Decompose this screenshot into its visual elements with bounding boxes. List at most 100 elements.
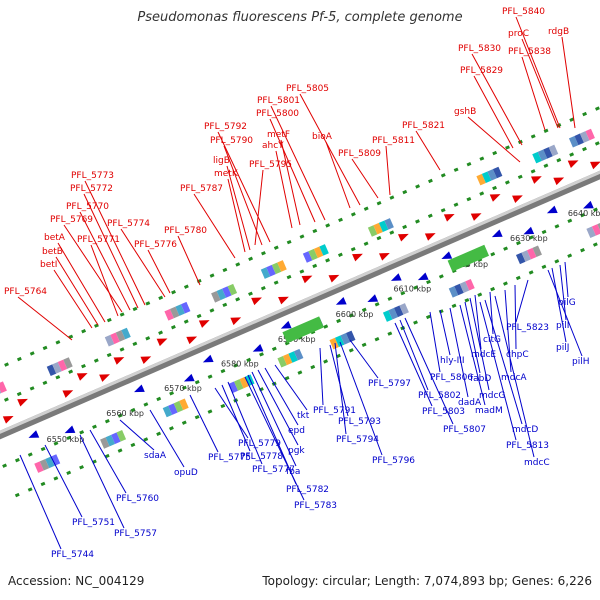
tick-dot <box>580 247 585 253</box>
tick-dot <box>415 184 421 189</box>
label-leader <box>559 264 567 321</box>
feature-block <box>591 224 600 236</box>
tick-dot <box>466 162 472 167</box>
label-leader <box>394 322 433 407</box>
backbone-highlight <box>0 170 600 434</box>
label-leader <box>44 444 83 518</box>
tick-dot <box>312 263 318 269</box>
tick-dot <box>466 196 472 202</box>
label-leader <box>84 180 146 306</box>
gene-label: PFL_5829 <box>460 66 503 76</box>
gene-label: PFL_5801 <box>257 96 300 106</box>
gene-label: madM <box>475 406 503 416</box>
gene-label: PFL_5770 <box>66 202 109 212</box>
genome-track: 6550 kbp 6560 kbp 6570 kbp 6580 kbp 6590 kbp… <box>0 7 600 560</box>
tick-dot <box>361 342 367 347</box>
tick-dot <box>183 284 189 289</box>
label-leader <box>89 429 127 494</box>
tick-dot <box>53 441 59 446</box>
feature-block <box>277 355 287 368</box>
tick-dot <box>40 481 46 487</box>
tick-dot <box>554 224 560 229</box>
feature-block <box>104 334 115 347</box>
tick-dot <box>119 347 125 352</box>
feature-block <box>313 246 324 259</box>
label-leader <box>254 169 264 246</box>
tick-dot <box>209 308 215 313</box>
gene-label: gshB <box>454 107 476 117</box>
gene-label: mdcA <box>501 373 527 383</box>
tick-dot <box>4 362 9 367</box>
reverse-gene-arrow <box>491 229 503 238</box>
gene-label: PFL_5751 <box>72 518 115 528</box>
tick-dot <box>286 239 292 245</box>
tick-dot <box>68 334 74 339</box>
label-leader <box>79 434 125 529</box>
label-leader <box>339 341 383 456</box>
tick-dot <box>171 290 176 295</box>
gene-label: PFL_5800 <box>256 109 299 119</box>
tick-dot <box>426 279 431 285</box>
label-leader <box>515 279 529 323</box>
gene-label: PFL_5840 <box>502 7 545 17</box>
feature-block <box>454 283 464 296</box>
tick-dot <box>492 185 497 191</box>
feature-block <box>492 166 503 179</box>
tick-dot <box>42 380 48 385</box>
forward-gene-arrow <box>470 213 482 221</box>
gene-label: mdcD <box>512 425 538 435</box>
label-leader <box>269 118 316 223</box>
label-leader <box>329 344 349 417</box>
gene-label: pilJ <box>556 343 569 353</box>
forward-gene-arrow <box>198 320 210 328</box>
feature-block <box>302 251 313 263</box>
tick-dot <box>2 463 8 468</box>
gene-label: mdcG <box>479 391 505 401</box>
reverse-gene-arrow <box>417 272 429 281</box>
gene-label: PFL_5821 <box>402 121 445 131</box>
tick-dot <box>567 253 573 258</box>
tick-dot <box>389 230 395 235</box>
tick-dot <box>246 357 252 363</box>
tick-dot <box>169 426 174 431</box>
gene-label: PFL_5802 <box>418 391 461 401</box>
feature-block <box>481 171 492 184</box>
tick-dot <box>325 223 331 228</box>
gene-label: PFL_5774 <box>107 219 150 229</box>
kbp-tick-label: 6580 kbp <box>221 359 259 368</box>
reverse-gene-arrow <box>183 373 195 382</box>
label-leader <box>274 364 308 411</box>
feature-block <box>465 278 475 291</box>
tick-dot <box>453 167 459 172</box>
feature-block <box>0 381 7 393</box>
gene-label: hly-III <box>440 356 465 366</box>
forward-gene-arrow <box>113 357 125 365</box>
tick-dot <box>66 470 72 475</box>
label-leader <box>57 242 106 323</box>
gene-label: betB <box>42 247 63 257</box>
tick-dot <box>130 407 136 413</box>
gene-label: pgk <box>288 446 305 456</box>
gene-label: dadA <box>458 398 482 408</box>
feature-block <box>532 151 542 164</box>
feature-block <box>476 173 486 186</box>
feature-block <box>288 351 298 363</box>
label-leader <box>90 244 119 317</box>
tick-dot <box>515 240 521 246</box>
tick-dot <box>143 437 149 442</box>
feature-block <box>239 376 250 389</box>
tick-dot <box>222 267 228 273</box>
tick-dot <box>181 385 187 390</box>
forward-gene-arrow <box>590 161 600 170</box>
tick-dot <box>246 392 251 398</box>
label-leader <box>334 342 347 435</box>
feature-block <box>308 248 318 261</box>
feature-block <box>169 306 180 319</box>
tick-dot <box>310 364 316 370</box>
label-leader <box>385 145 391 196</box>
tick-dot <box>16 391 22 397</box>
tick-dot <box>402 189 408 195</box>
tick-dot <box>425 314 431 320</box>
feature-block <box>329 337 339 350</box>
